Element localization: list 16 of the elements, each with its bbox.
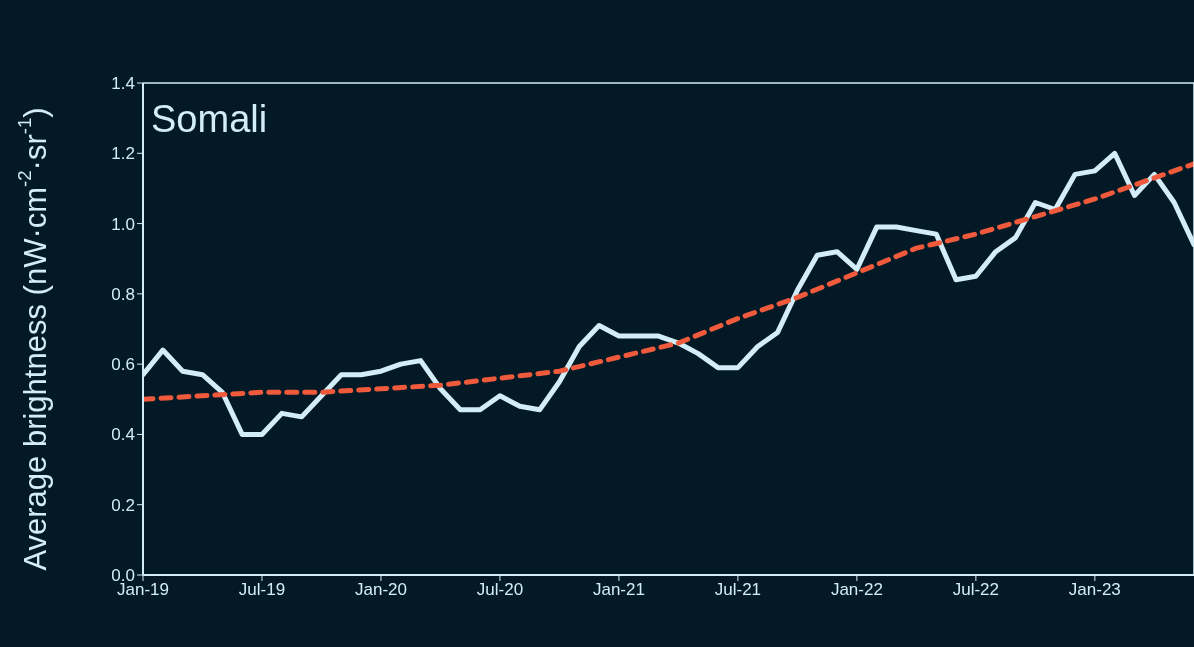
x-tick-label: Jul-19 [238, 580, 286, 600]
y-tick-label: 1.2 [111, 144, 135, 164]
y-tick-label: 1.0 [111, 214, 135, 234]
x-tick-label: Jan-23 [1068, 580, 1121, 600]
x-tick-label: Jul-22 [952, 580, 1000, 600]
y-tick-label: 0.2 [111, 495, 135, 515]
y-tick-label: 1.4 [111, 74, 135, 94]
y-tick-label: 0.8 [111, 284, 135, 304]
x-tick-label: Jul-20 [476, 580, 524, 600]
y-tick-label: 0.6 [111, 355, 135, 375]
x-tick-label: Jul-21 [714, 580, 762, 600]
chart-title: Somali [151, 97, 268, 141]
x-tick-label: Jan-22 [830, 580, 883, 600]
x-tick-label: Jan-20 [354, 580, 407, 600]
x-tick-label: Jan-21 [592, 580, 645, 600]
y-tick-label: 0.4 [111, 425, 135, 445]
